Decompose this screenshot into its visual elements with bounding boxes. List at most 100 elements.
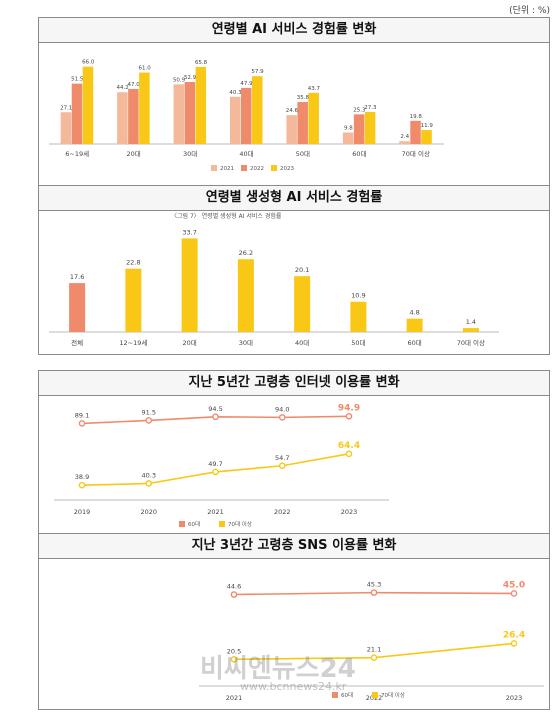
x-tick-label: 70대 이상: [402, 149, 430, 158]
data-label: 47.0: [128, 82, 141, 88]
panel-internet-usage: 지난 5년간 고령층 인터넷 이용률 변화 89.1 91.5 94.5 94.0 94…: [38, 370, 550, 535]
bar-2023-0: [82, 66, 94, 144]
data-label: 24.6: [286, 108, 299, 114]
legend-label-60대: 60대: [188, 520, 200, 528]
legend-label-2022: 2022: [250, 166, 264, 172]
bar-2022-6: [410, 120, 421, 144]
data-label: 40.3: [229, 90, 242, 96]
x-tick-label: 50대: [296, 150, 310, 158]
bar-1: [125, 268, 142, 332]
x-tick-label: 20대: [182, 339, 196, 347]
watermark-sub: www.bcnnews24.kr: [240, 680, 347, 693]
point-70대 이상-3: [278, 462, 286, 470]
point-70대 이상-1: [370, 654, 378, 661]
bar-5: [350, 301, 367, 332]
point-70대 이상-0: [230, 655, 238, 663]
chart-caption: 〈그림 7〉 연령별 생성형 AI 서비스 경험률: [171, 212, 282, 220]
x-tick-label: 6~19세: [65, 149, 89, 158]
point-70대 이상-2: [510, 640, 518, 647]
legend-swatch-2021: [211, 165, 217, 171]
data-label: 20.5: [227, 647, 241, 655]
x-tick-label: 30대: [183, 150, 197, 158]
x-tick-label: 2019: [74, 508, 91, 516]
legend-label-70대 이상: 70대 이상: [381, 691, 405, 699]
chart-title: 연령별 AI 서비스 경험률 변화: [39, 18, 549, 43]
bar-2023-2: [195, 66, 207, 144]
bar-6: [406, 318, 423, 332]
data-label: 27.3: [364, 105, 377, 111]
data-label: 26.2: [239, 249, 253, 257]
data-label: 65.8: [195, 60, 208, 66]
bar-2022-2: [184, 82, 196, 144]
chart-title: 연령별 생성형 AI 서비스 경험률: [39, 186, 549, 211]
data-label: 66.0: [82, 60, 95, 66]
data-label: 1.4: [466, 318, 476, 326]
x-tick-label: 40대: [239, 150, 253, 158]
bar-2021-3: [230, 96, 241, 144]
data-label: 11.9: [421, 123, 434, 129]
point-70대 이상-0: [78, 481, 86, 489]
bar-2023-4: [308, 92, 319, 144]
chart-sns-usage: 44.645.345.020.521.126.420212022202360대7…: [199, 580, 544, 702]
legend-label-60대: 60대: [341, 691, 353, 699]
data-label: 94.5: [208, 405, 222, 413]
legend-swatch-60대: [179, 521, 185, 527]
data-label: 49.7: [208, 460, 222, 468]
data-label: 44.2: [117, 85, 129, 91]
data-label: 50.9: [173, 77, 186, 83]
point-60대-3: [278, 414, 286, 421]
legend-label-70대 이상: 70대 이상: [228, 520, 252, 528]
point-60대-1: [145, 417, 153, 424]
bar-2021-2: [173, 84, 185, 144]
point-70대 이상-1: [145, 480, 153, 487]
bar-3: [237, 259, 254, 332]
data-label: 22.8: [126, 259, 140, 267]
point-70대 이상-4: [345, 450, 353, 458]
data-label: 89.1: [75, 411, 89, 419]
x-tick-label: 2021: [207, 508, 224, 516]
data-label: 9.8: [344, 126, 353, 132]
x-tick-label: 2023: [506, 694, 523, 702]
legend-swatch-70대 이상: [219, 521, 225, 527]
data-label: 45.0: [503, 580, 525, 590]
bar-2023-5: [364, 112, 376, 144]
bar-2022-0: [71, 83, 83, 144]
watermark-main: 비씨엔뉴스24: [200, 654, 356, 684]
legend-swatch-60대: [332, 692, 338, 698]
legend-label-2023: 2023: [280, 166, 294, 172]
legend-swatch-70대 이상: [372, 692, 378, 698]
x-tick-label: 60대: [352, 150, 366, 158]
chart-title: 지난 5년간 고령층 인터넷 이용률 변화: [39, 371, 549, 396]
data-label: 17.6: [70, 273, 84, 281]
data-label: 38.9: [75, 473, 89, 481]
chart-ai-experience-change: 27.1 51.5 66.0 6~19세 44.247.0 61.0 20대 50.952.9…: [49, 60, 444, 172]
bar-2021-4: [286, 115, 297, 144]
data-label: 91.5: [142, 408, 156, 416]
chart-internet-usage: 89.1 91.5 94.5 94.0 94.9 38.9 40.3 49.7 54.7 64.4…: [54, 403, 389, 528]
data-label: 25.3: [353, 107, 366, 113]
data-label: 19.8: [410, 114, 423, 120]
x-tick-label: 2022: [274, 508, 291, 516]
data-label: 40.3: [142, 471, 156, 479]
point-60대-0: [78, 420, 86, 427]
data-label: 94.0: [275, 405, 289, 413]
legend-label-2021: 2021: [220, 166, 234, 172]
bar-2: [181, 238, 198, 332]
x-tick-label: 20대: [127, 150, 141, 158]
bar-7: [462, 328, 479, 332]
data-label: 43.7: [308, 86, 321, 92]
bar-2023-6: [421, 130, 432, 144]
legend-swatch-2023: [271, 165, 277, 171]
bar-2022-1: [128, 88, 139, 144]
data-label: 51.5: [71, 77, 84, 83]
point-60대-1: [370, 589, 378, 596]
bar-2021-5: [342, 132, 354, 144]
bar-2023-1: [139, 72, 150, 144]
data-label: 45.3: [367, 581, 381, 589]
x-tick-label: 2021: [226, 694, 243, 702]
data-label: 35.8: [297, 95, 310, 101]
bar-2022-5: [353, 114, 365, 144]
x-tick-label: 2020: [140, 508, 157, 516]
data-label: 21.1: [367, 646, 381, 654]
bar-2021-1: [117, 92, 128, 144]
